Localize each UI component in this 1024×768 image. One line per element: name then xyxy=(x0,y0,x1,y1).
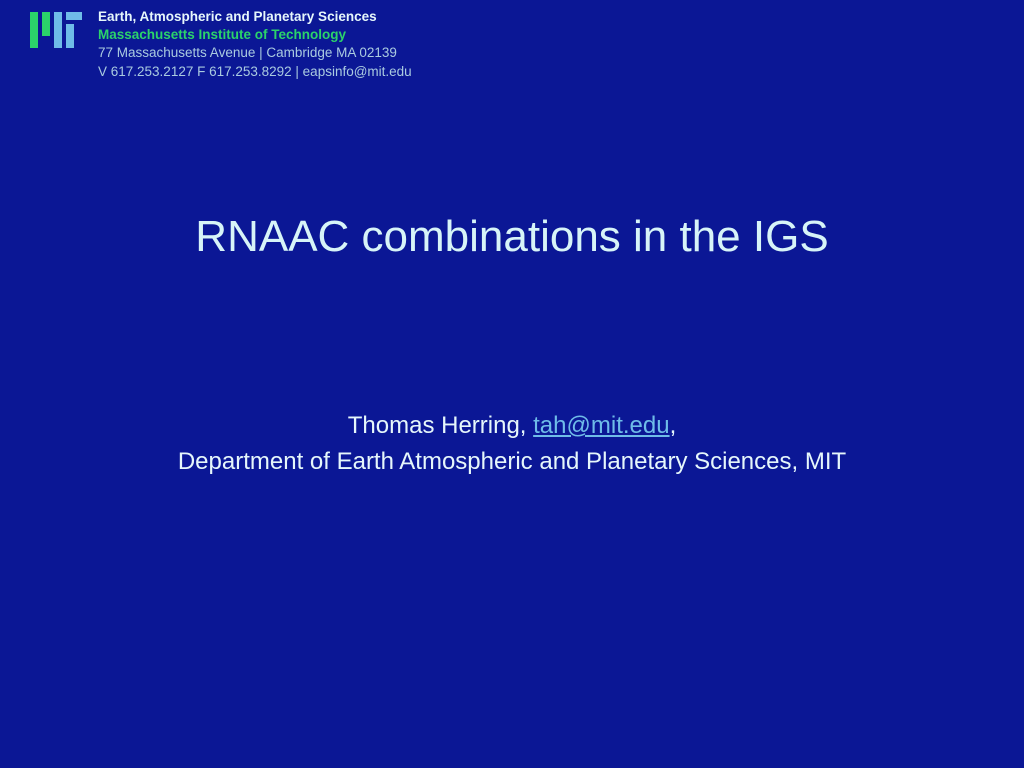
header-text-block: Earth, Atmospheric and Planetary Science… xyxy=(98,8,412,81)
header-department: Earth, Atmospheric and Planetary Science… xyxy=(98,8,412,26)
header-address-line1: 77 Massachusetts Avenue | Cambridge MA 0… xyxy=(98,44,412,62)
author-line-1: Thomas Herring, tah@mit.edu, xyxy=(0,408,1024,444)
author-block: Thomas Herring, tah@mit.edu, Department … xyxy=(0,408,1024,480)
author-line-2: Department of Earth Atmospheric and Plan… xyxy=(0,444,1024,480)
slide-header: Earth, Atmospheric and Planetary Science… xyxy=(28,8,412,81)
header-address-line2: V 617.253.2127 F 617.253.8292 | eapsinfo… xyxy=(98,63,412,81)
slide-title: RNAAC combinations in the IGS xyxy=(0,212,1024,262)
header-institution: Massachusetts Institute of Technology xyxy=(98,26,412,44)
author-name: Thomas Herring, xyxy=(348,412,533,439)
author-email-link[interactable]: tah@mit.edu xyxy=(533,412,669,439)
mit-logo-icon xyxy=(28,8,84,64)
author-trailing-comma: , xyxy=(670,412,677,439)
